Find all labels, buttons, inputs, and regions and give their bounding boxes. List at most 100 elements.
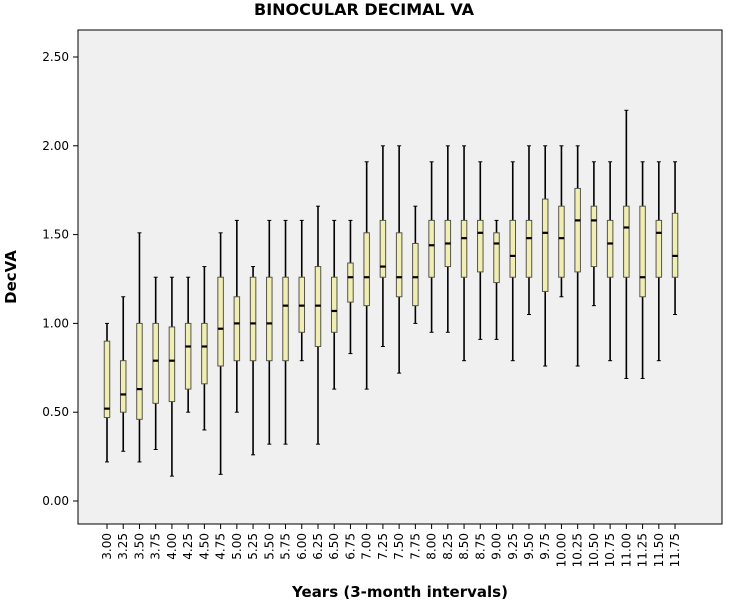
box-8.25 [444, 145, 452, 333]
iqr-box [379, 219, 387, 278]
box-11.25 [639, 161, 646, 379]
x-tick-label: 7.50 [392, 533, 406, 560]
iqr-box [201, 322, 208, 385]
x-tick-label: 3.75 [149, 533, 163, 560]
iqr-box [184, 322, 192, 390]
iqr-box [493, 232, 500, 284]
box-11.00 [623, 109, 630, 379]
iqr-box [233, 296, 241, 362]
x-tick-label: 6.00 [295, 533, 309, 560]
iqr-box [460, 219, 468, 278]
iqr-box [477, 219, 484, 273]
box-5.75 [282, 219, 289, 445]
box-4.50 [201, 266, 208, 431]
x-tick-label: 5.75 [279, 533, 293, 560]
iqr-box [558, 205, 565, 278]
x-tick-label: 6.75 [343, 533, 357, 560]
x-tick-label: 8.00 [425, 533, 439, 560]
box-9.25 [509, 161, 516, 362]
y-tick-label: 2.50 [42, 50, 69, 64]
box-4.25 [184, 276, 192, 413]
x-tick-label: 11.75 [668, 533, 682, 567]
box-11.75 [671, 161, 679, 316]
box-3.50 [136, 232, 143, 463]
y-tick-label: 0.00 [42, 494, 69, 508]
iqr-box [119, 360, 127, 413]
x-tick-label: 7.75 [408, 533, 422, 560]
x-tick-label: 4.75 [214, 533, 228, 560]
iqr-box [428, 219, 435, 278]
x-tick-label: 10.75 [603, 533, 617, 567]
iqr-box [671, 212, 679, 278]
x-tick-label: 4.25 [181, 533, 195, 560]
iqr-box [168, 326, 176, 403]
y-tick-label: 1.50 [42, 228, 69, 242]
x-tick-label: 7.25 [376, 533, 390, 560]
box-3.75 [152, 276, 159, 450]
box-6.25 [314, 205, 322, 445]
box-9.75 [541, 145, 549, 367]
x-tick-label: 9.50 [522, 533, 536, 560]
iqr-box [266, 276, 273, 362]
box-10.50 [590, 161, 598, 307]
box-series [103, 109, 679, 477]
box-10.75 [606, 161, 614, 362]
iqr-box [623, 205, 630, 278]
x-tick-label: 3.00 [100, 533, 114, 560]
x-tick-label: 5.50 [262, 533, 276, 560]
box-6.75 [347, 219, 354, 355]
box-5.25 [249, 266, 257, 456]
x-tick-label: 4.50 [197, 533, 211, 560]
x-tick-label: 10.00 [554, 533, 568, 567]
box-4.75 [217, 232, 224, 475]
iqr-box [330, 276, 338, 333]
y-tick-label: 1.00 [42, 316, 69, 330]
x-tick-label: 10.25 [571, 533, 585, 567]
x-tick-label: 11.00 [619, 533, 633, 567]
box-8.75 [477, 161, 484, 340]
iqr-box [249, 276, 257, 362]
x-tick-label: 8.75 [473, 533, 487, 560]
iqr-box [412, 242, 419, 307]
x-tick-label: 11.50 [652, 533, 666, 567]
x-tick-label: 10.50 [587, 533, 601, 567]
iqr-box [363, 232, 370, 307]
x-tick-label: 6.25 [311, 533, 325, 560]
box-8.00 [428, 161, 435, 333]
box-9.00 [493, 219, 500, 340]
iqr-box [574, 187, 581, 273]
x-tick-label: 11.25 [636, 533, 650, 567]
x-tick-label: 8.50 [457, 533, 471, 560]
box-10.25 [574, 145, 581, 367]
box-4.00 [168, 276, 176, 477]
x-tick-label: 5.00 [230, 533, 244, 560]
y-axis: 0.00 0.50 1.00 1.50 2.00 2.50 [42, 50, 78, 508]
iqr-box [152, 322, 159, 404]
box-11.50 [655, 161, 663, 362]
iqr-box [509, 219, 516, 278]
box-5.00 [233, 219, 241, 413]
iqr-box [639, 205, 646, 298]
y-tick-label: 0.50 [42, 405, 69, 419]
x-tick-label: 3.25 [116, 533, 130, 560]
x-tick-label: 7.00 [360, 533, 374, 560]
x-tick-label: 8.25 [441, 533, 455, 560]
y-tick-label: 2.00 [42, 139, 69, 153]
chart-title: BINOCULAR DECIMAL VA [254, 0, 475, 19]
iqr-box [590, 205, 598, 268]
box-9.50 [525, 145, 533, 316]
x-tick-label: 4.00 [165, 533, 179, 560]
box-7.75 [412, 205, 419, 324]
box-3.25 [119, 296, 127, 452]
iqr-box [347, 262, 354, 303]
iqr-box [395, 232, 403, 298]
box-6.50 [330, 219, 338, 390]
x-axis: 3.00 3.25 3.50 3.75 4.00 4.25 4.50 4.75 5.00 5.25… [100, 524, 682, 567]
box-5.50 [266, 219, 273, 445]
iqr-box [606, 219, 614, 278]
box-7.25 [379, 145, 387, 347]
iqr-box [217, 276, 224, 367]
iqr-box [282, 276, 289, 362]
iqr-box [541, 198, 549, 292]
